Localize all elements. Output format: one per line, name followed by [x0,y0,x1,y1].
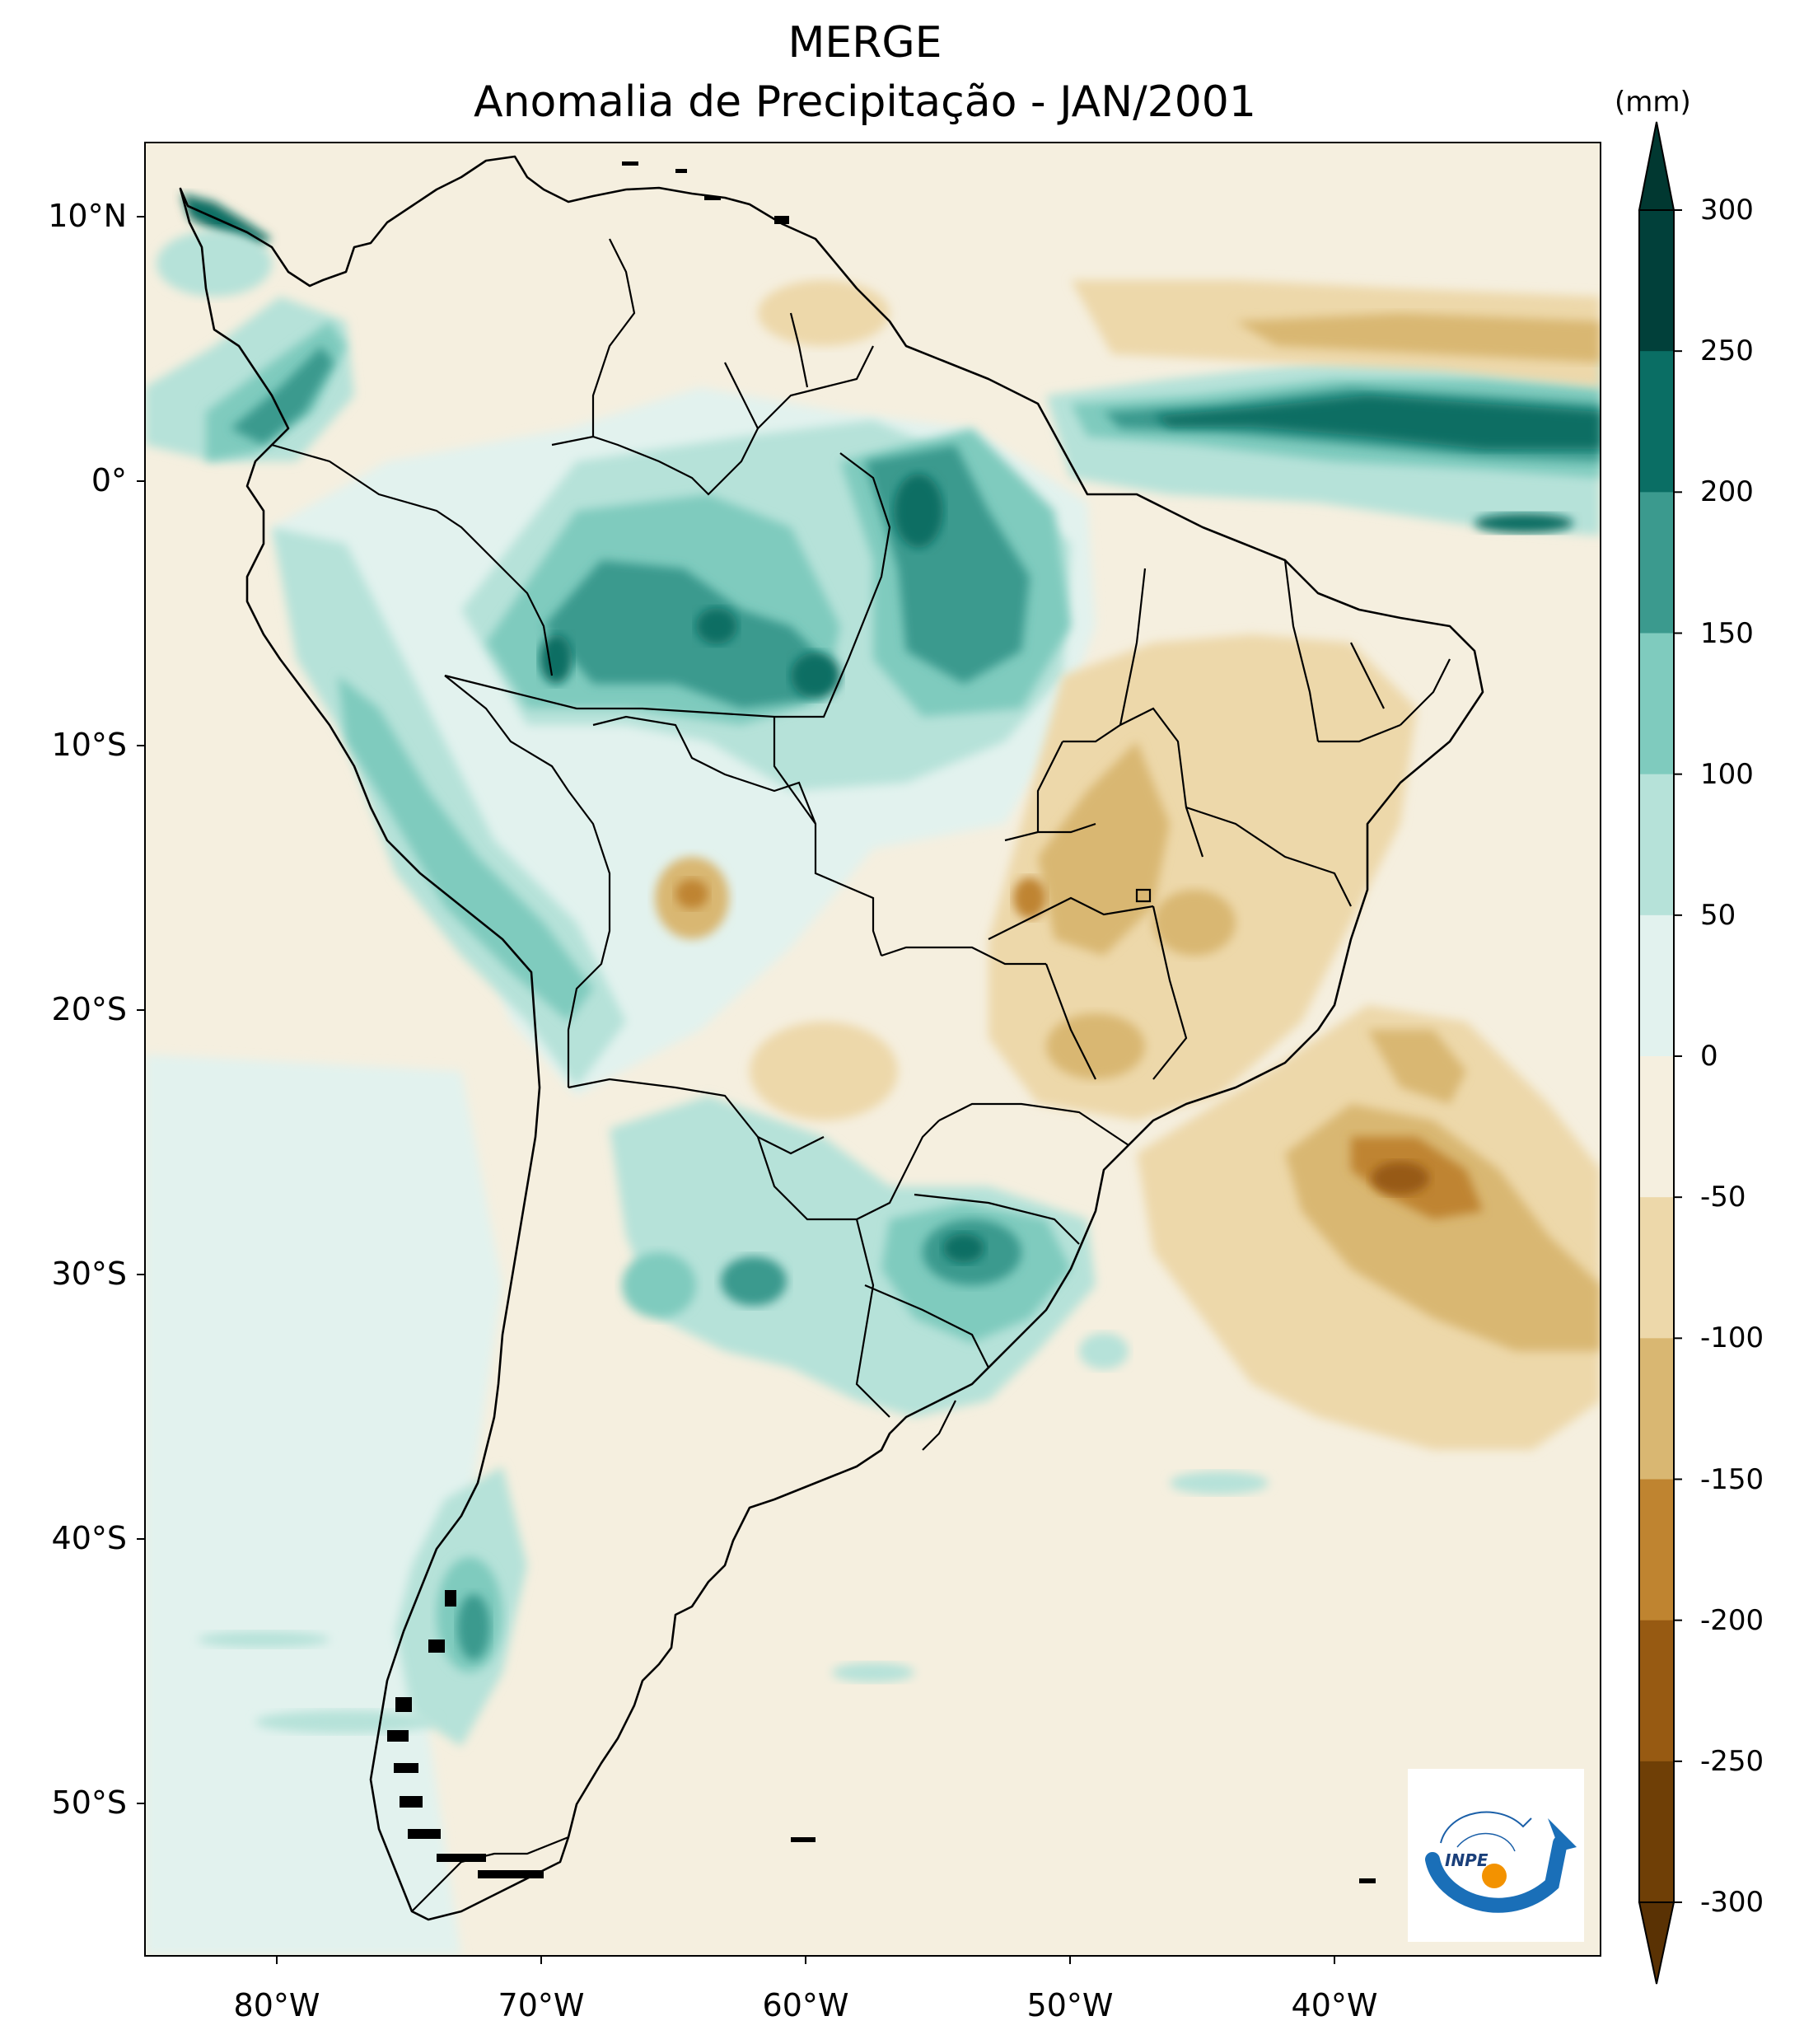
colorbar-segment [1639,914,1674,1057]
colorbar-extend-bottom [1638,1901,1675,1985]
anomaly-itcz-strong-east [1475,513,1573,533]
colorbar-label: 200 [1700,475,1754,509]
x-tick-label-80w: 80°W [233,1987,320,2023]
colorbar-segment [1639,633,1674,775]
colorbar-label: 100 [1700,757,1754,791]
anomaly-atlantic-pos-3 [1079,1333,1129,1369]
anomaly-patagonia-mid [457,1594,490,1660]
map-area [145,143,1601,1956]
colorbar-segment [1639,1479,1674,1621]
inpe-logo-icon: INPE [1425,1811,1577,1913]
colorbar-label: 150 [1700,616,1754,650]
y-tick-label-10s: 10°S [51,727,127,763]
colorbar-segment [1639,1761,1674,1903]
inpe-logo: INPE [1408,1769,1584,1942]
anomaly-amapa-strong [894,474,943,548]
anomaly-amazon-strong-3 [696,608,737,644]
anomaly-venezuela-coast-weak [758,280,890,346]
colorbar [1638,121,1682,1985]
inpe-logo-text: INPE [1445,1850,1489,1870]
colorbar-segment [1639,210,1674,352]
x-tick-label-70w: 70°W [498,1987,585,2023]
colorbar-segment [1639,1197,1674,1339]
anomaly-pacific-pos-1 [255,1710,437,1733]
map-frame [144,142,1601,1957]
anomaly-atlantic-pos-2 [832,1663,914,1682]
anomaly-sao-paulo-low [1046,1013,1145,1079]
anomaly-andes-low [338,676,593,1022]
anomaly-central-brazil-weak [988,634,1417,1120]
anomaly-itcz-strong [1153,395,1601,449]
anomaly-south-atlantic-band [1367,1030,1466,1104]
anomaly-pacific-south [145,1055,502,1956]
anomaly-colombia-mid [231,346,334,445]
x-tick-marks [276,1956,1335,1964]
title-line2: Anomalia de Precipitação - JAN/2001 [474,77,1256,127]
colorbar-label: -200 [1700,1603,1764,1637]
anomaly-argentina-mid [721,1256,787,1306]
colorbar-label: -150 [1700,1462,1764,1496]
y-tick-label-10n: 10°N [48,198,127,234]
colorbar-label: -250 [1700,1744,1764,1778]
colorbar-segment [1639,1056,1674,1198]
continent-coastline [179,155,1484,1921]
anomaly-paraguay-weak [750,1022,898,1120]
colorbar-label: 300 [1700,194,1754,227]
x-tick-label-60w: 60°W [762,1987,849,2023]
colorbar-segment [1639,1338,1674,1480]
colorbar-segment [1639,1620,1674,1762]
anomaly-minas-low [1153,890,1236,956]
anomaly-amazon-strong-2 [540,634,573,684]
anomaly-pacific-pos-2 [198,1631,329,1648]
title-line1: MERGE [787,18,942,68]
anomaly-north-atlantic-low [1236,313,1601,362]
colorbar-label: 250 [1700,334,1754,368]
colorbar-segment [1639,492,1674,634]
colorbar-unit: (mm) [1615,86,1691,119]
y-tick-label-30s: 30°S [51,1256,127,1292]
colorbar-label: -50 [1700,1181,1746,1214]
anomaly-goias-mid [1013,877,1046,919]
colorbar-segment [1639,774,1674,916]
anomaly-colombia-weak [145,297,354,461]
anomaly-rs-strong [943,1233,984,1263]
anomaly-amazon-strong-1 [791,652,840,699]
caribbean-islands [622,161,789,224]
colorbar-label: 50 [1700,898,1736,932]
anomaly-caribbean-weak [157,231,272,297]
y-tick-label-20s: 20°S [51,991,127,1027]
x-tick-label-50w: 50°W [1026,1987,1114,2023]
anomaly-bolivia-mid [675,879,708,909]
colorbar-label: -300 [1700,1886,1764,1919]
y-tick-label-50s: 50°S [51,1784,127,1821]
colorbar-extend-top [1638,121,1675,211]
anomaly-argentina-low [622,1252,696,1318]
x-tick-label-40w: 40°W [1291,1987,1378,2023]
political-borders [271,238,1451,1912]
colorbar-label: 0 [1700,1040,1718,1073]
chile-fjords [387,1590,1376,1883]
anomaly-atlantic-pos-1 [1170,1471,1269,1494]
y-tick-label-0: 0° [91,462,127,498]
colorbar-segment [1639,351,1674,493]
colorbar-label: -100 [1700,1321,1764,1355]
y-tick-marks [137,216,145,1804]
anomaly-amazon-mid [544,560,824,709]
anomaly-south-atlantic-strong [1372,1162,1429,1195]
y-tick-label-40s: 40°S [51,1520,127,1556]
